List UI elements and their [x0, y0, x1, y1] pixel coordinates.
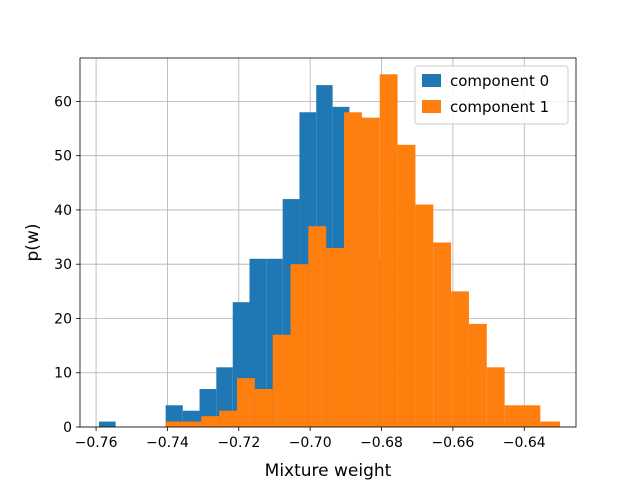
legend-swatch	[422, 74, 441, 87]
y-axis-label: p(w)	[23, 224, 43, 262]
y-tick-label: 60	[54, 94, 72, 110]
x-axis-ticks: −0.76 −0.74 −0.72 −0.70 −0.68 −0.66 −0.64	[75, 427, 546, 451]
y-axis-ticks: 0 10 20 30 40 50 60	[54, 94, 80, 436]
x-tick-label: −0.66	[431, 435, 474, 451]
histogram-bar-series-1	[290, 264, 309, 427]
histogram-bar-series-1	[326, 247, 345, 427]
y-tick-label: 20	[54, 311, 72, 327]
histogram-bar-series-1	[254, 389, 273, 427]
histogram-bar-series-1	[201, 416, 220, 427]
histogram-bar-series-1	[308, 226, 327, 427]
y-tick-label: 50	[54, 149, 72, 165]
histogram-bar-series-1	[379, 74, 398, 427]
x-tick-label: −0.64	[503, 435, 546, 451]
legend: component 0 component 1	[414, 65, 569, 125]
legend-label: component 1	[450, 98, 549, 116]
histogram-bar-series-1	[415, 204, 434, 427]
histogram-bar-series-0	[98, 421, 116, 427]
histogram-bar-series-1	[165, 421, 184, 427]
plot-frame	[79, 57, 577, 428]
histogram-bar-series-1	[522, 405, 541, 427]
histogram-bar-series-1	[344, 112, 362, 427]
histogram-bar-series-1	[183, 421, 202, 427]
x-tick-label: −0.76	[75, 435, 118, 451]
x-tick-label: −0.68	[360, 435, 403, 451]
histogram-bar-series-1	[397, 144, 416, 427]
histogram-bars	[98, 74, 560, 428]
x-tick-label: −0.72	[217, 435, 260, 451]
y-tick-label: 40	[54, 203, 72, 219]
histogram-bar-series-1	[451, 291, 469, 427]
x-tick-label: −0.74	[146, 435, 189, 451]
histogram-bar-series-1	[237, 378, 255, 427]
histogram-bar-series-1	[543, 421, 560, 427]
x-tick-label: −0.70	[289, 435, 332, 451]
histogram-bar-series-1	[468, 323, 487, 427]
legend-swatch	[422, 100, 441, 113]
y-tick-label: 10	[54, 366, 72, 382]
legend-box	[414, 65, 569, 125]
histogram-bar-series-1	[504, 405, 523, 427]
histogram-bar-series-1	[433, 242, 452, 427]
y-tick-label: 30	[54, 257, 72, 273]
histogram-bar-series-1	[361, 117, 380, 428]
x-axis-label: Mixture weight	[265, 461, 392, 480]
legend-label: component 0	[450, 72, 549, 90]
histogram-bar-series-1	[219, 410, 238, 427]
histogram-bar-series-1	[272, 334, 291, 427]
y-tick-label: 0	[63, 420, 72, 436]
histogram-bar-series-1	[486, 367, 505, 427]
